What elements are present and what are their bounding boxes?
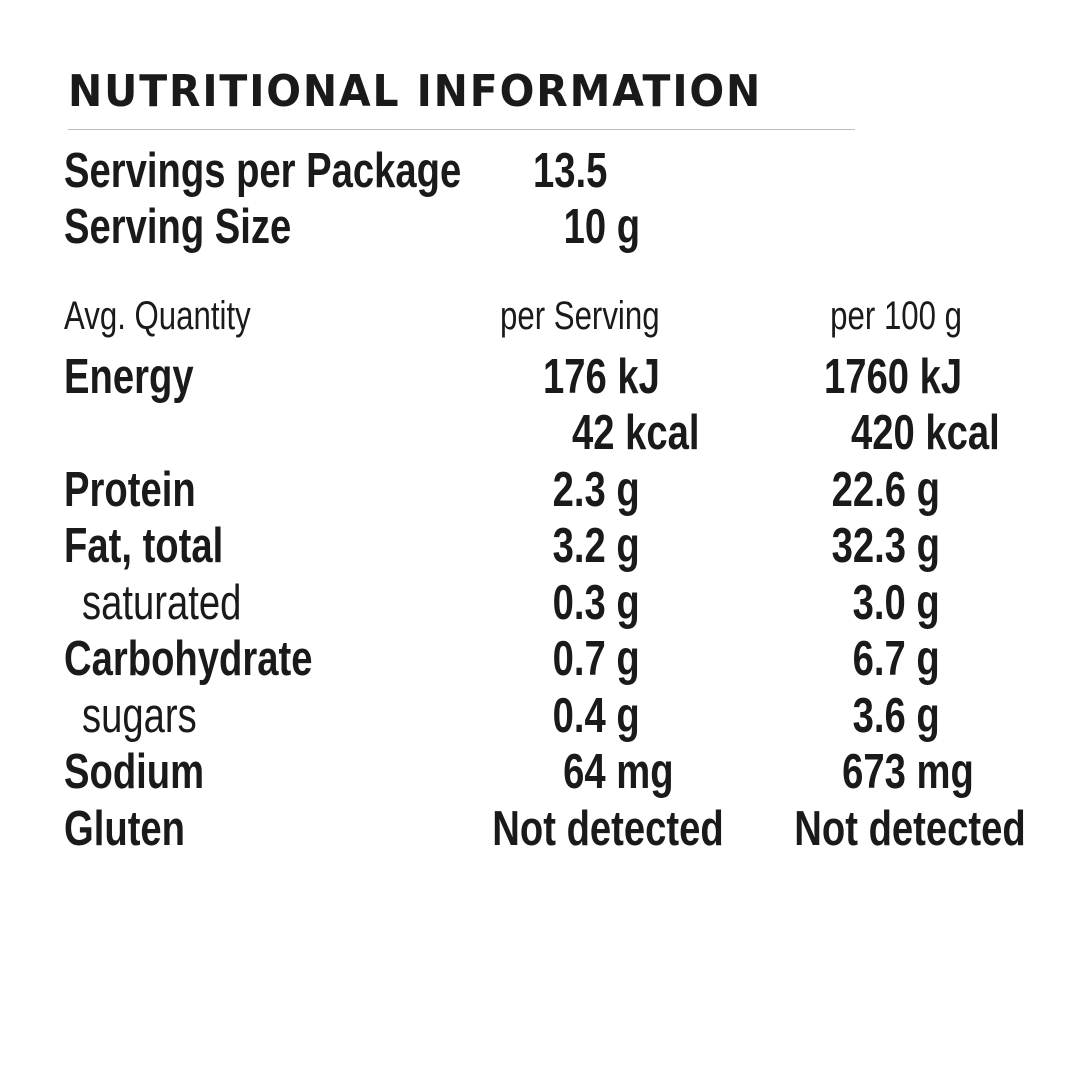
title-divider <box>68 129 855 130</box>
servings-per-package-value: 13.5 <box>532 144 607 198</box>
servings-per-package-label: Servings per Package <box>64 144 462 198</box>
row-label-sugars: sugars <box>82 689 197 743</box>
serving-size-value: 10 g <box>563 200 640 254</box>
energy-kcal-per-100g: 420 kcal <box>851 406 1000 460</box>
per-serving-header: per Serving <box>500 294 660 338</box>
energy-kcal-per-serving: 42 kcal <box>571 406 699 460</box>
row-label-gluten: Gluten <box>64 802 186 856</box>
row-label-carbohydrate: Carbohydrate <box>64 632 313 686</box>
panel-title: NUTRITIONAL INFORMATION <box>68 66 763 117</box>
row-label-fat-total: Fat, total <box>64 519 224 573</box>
saturated-per-serving: 0.3 g <box>552 576 640 630</box>
gluten-per-100g: Not detected <box>794 802 1026 856</box>
row-label-saturated: saturated <box>82 576 242 630</box>
energy-kj-per-serving: 176 kJ <box>543 350 660 404</box>
saturated-per-100g: 3.0 g <box>852 576 940 630</box>
gluten-per-serving: Not detected <box>492 802 724 856</box>
sodium-per-100g: 673 mg <box>842 745 974 799</box>
carbohydrate-per-serving: 0.7 g <box>552 632 640 686</box>
carbohydrate-per-100g: 6.7 g <box>852 632 940 686</box>
protein-per-100g: 22.6 g <box>831 463 940 517</box>
fat-total-per-serving: 3.2 g <box>552 519 640 573</box>
row-label-sodium: Sodium <box>64 745 205 799</box>
serving-size-label: Serving Size <box>64 200 292 254</box>
protein-per-serving: 2.3 g <box>552 463 640 517</box>
sodium-per-serving: 64 mg <box>563 745 674 799</box>
fat-total-per-100g: 32.3 g <box>831 519 940 573</box>
energy-kj-per-100g: 1760 kJ <box>823 350 962 404</box>
row-label-protein: Protein <box>64 463 196 517</box>
sugars-per-serving: 0.4 g <box>552 689 640 743</box>
sugars-per-100g: 3.6 g <box>852 689 940 743</box>
avg-quantity-header: Avg. Quantity <box>64 294 251 338</box>
per-100g-header: per 100 g <box>830 294 962 338</box>
row-label-energy: Energy <box>64 350 194 404</box>
